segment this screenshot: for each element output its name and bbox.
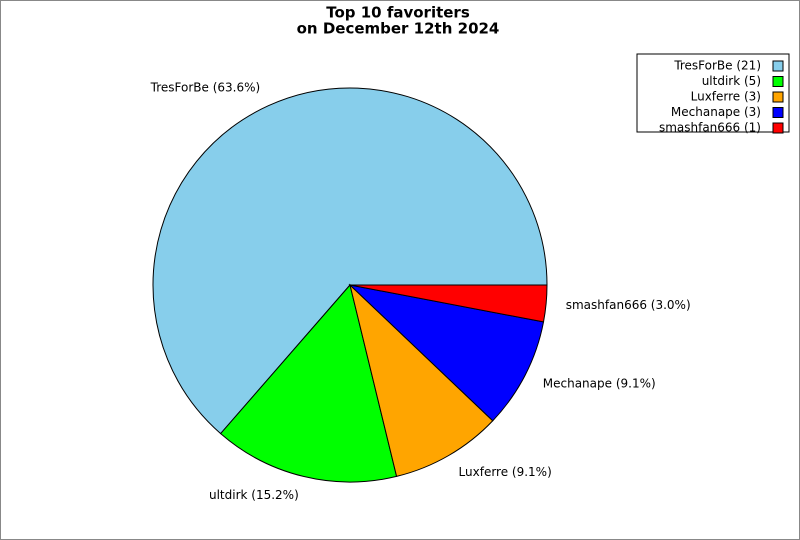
legend-swatch [772,122,784,134]
legend-box [636,53,790,133]
chart-subtitle: on December 12th 2024 [297,20,500,38]
legend-label: smashfan666 (1) [659,121,761,135]
legend-label: ultdirk (5) [702,74,761,88]
slice-label: ultdirk (15.2%) [209,488,299,502]
legend-swatch [772,76,784,87]
slice-label: Luxferre (9.1%) [459,465,552,479]
pie-slice [349,284,548,323]
legend-swatch [772,60,784,72]
slice-label: Mechanape (9.1%) [543,376,656,390]
pie-slice [349,283,494,478]
legend-label: Luxferre (3) [691,90,761,104]
legend-swatch [772,107,784,118]
pie-slice [348,284,545,422]
chart-title: Top 10 favoriters [326,4,470,22]
legend-swatch [772,91,784,103]
legend-label: TresForBe (21) [673,59,761,73]
pie-slice [152,87,548,435]
pie-slice [219,283,398,483]
legend-label: Mechanape (3) [671,105,761,119]
slice-label: TresForBe (63.6%) [150,80,261,94]
slice-label: smashfan666 (3.0%) [566,298,691,312]
